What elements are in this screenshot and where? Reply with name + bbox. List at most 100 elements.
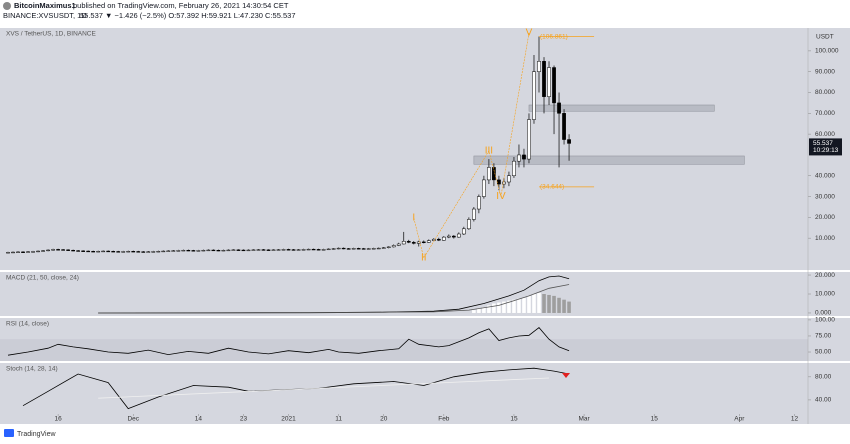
candle-body — [522, 154, 526, 160]
candle-body — [166, 250, 171, 252]
candle-body — [161, 250, 166, 253]
x-tick-label: 2021 — [281, 416, 296, 423]
candle-body — [81, 250, 86, 252]
candle-body — [336, 247, 341, 250]
indicator-line — [98, 284, 570, 314]
candle-body — [246, 249, 251, 252]
candle-body — [231, 249, 236, 251]
y-tick-label: 75.00 — [815, 333, 832, 340]
candle-body — [527, 119, 531, 160]
x-tick-label: 16 — [54, 416, 62, 423]
candle-body — [271, 249, 276, 251]
y-tick-label: 40.000 — [815, 172, 835, 179]
candle-body — [371, 248, 376, 250]
candle-body — [196, 250, 201, 252]
candle-body — [477, 196, 481, 210]
histogram-bar — [547, 294, 551, 313]
plot: 16 Dec 14 23 2021 11 20 Feb 15 Mar 15 Apr 12 10.000 20… — [0, 28, 850, 424]
panel-title: Stoch (14, 28, 14) — [6, 366, 58, 373]
wave-label: II — [421, 253, 427, 264]
axis-unit: USDT — [816, 34, 834, 41]
candle-body — [497, 179, 501, 185]
y-tick-label: 10.000 — [815, 291, 835, 298]
histogram-bar — [542, 294, 546, 313]
y-tick-label: 70.000 — [815, 110, 835, 117]
candle-body — [21, 251, 25, 253]
x-tick-label: 11 — [335, 416, 342, 423]
y-tick-label: 100.000 — [815, 48, 839, 55]
x-tick-label: 20 — [380, 416, 388, 423]
candle-body — [286, 249, 291, 251]
candle-body — [76, 250, 80, 252]
y-tick-label: 60.000 — [815, 131, 835, 138]
candle-body — [146, 251, 151, 253]
x-tick-label: 15 — [510, 416, 518, 423]
histogram-bar — [562, 299, 566, 313]
panel-title: RSI (14, close) — [6, 321, 49, 328]
candle-body — [311, 248, 316, 251]
zone — [528, 104, 715, 112]
candle-body — [537, 61, 541, 72]
y-tick-label: 20.000 — [815, 272, 835, 279]
candle-body — [86, 250, 91, 253]
candle-body — [91, 251, 96, 253]
candle-body — [66, 249, 70, 251]
candle-body — [457, 233, 461, 238]
histogram-bar — [537, 293, 541, 313]
candle-body — [431, 238, 436, 241]
x-tick-label: Feb — [438, 416, 450, 423]
candle-body — [156, 251, 161, 253]
wave-label: III — [485, 145, 493, 156]
candle-body — [517, 154, 521, 162]
wave-label: IV — [496, 191, 506, 202]
candle-body — [507, 175, 511, 183]
panel-background — [0, 272, 850, 316]
candle-body — [126, 251, 131, 253]
candle-body — [331, 248, 336, 250]
symbol: BINANCE:XVSUSDT, 1D — [3, 11, 87, 20]
candle-body — [101, 250, 106, 253]
histogram-bar — [482, 307, 486, 313]
candle-body — [216, 249, 221, 252]
candle-body — [512, 160, 516, 176]
candle-body — [206, 249, 211, 252]
candle-body — [492, 167, 496, 181]
candle-body — [532, 71, 536, 120]
logo — [4, 429, 14, 437]
candle-body — [406, 241, 411, 243]
target-label: (106.861) — [540, 33, 568, 40]
histogram-bar — [557, 297, 561, 313]
target-label: (34.644) — [540, 184, 564, 191]
candle-body — [251, 249, 256, 251]
histogram-bar — [487, 305, 491, 313]
wave-path — [413, 32, 530, 259]
candle-body — [141, 251, 146, 253]
y-tick-label: 30.000 — [815, 193, 835, 200]
wave-label: V — [526, 28, 533, 39]
candle-body — [351, 248, 356, 250]
histogram-bar — [507, 300, 511, 313]
histogram-bar — [492, 303, 496, 313]
y-tick-label: 90.000 — [815, 68, 835, 75]
candle-body — [241, 249, 246, 252]
candle-body — [301, 249, 306, 251]
y-tick-label: 80.00 — [815, 374, 832, 381]
author: BitcoinMaximus1 — [14, 1, 76, 10]
candle-body — [176, 250, 181, 252]
candle-body — [151, 251, 156, 253]
histogram-bar — [522, 297, 526, 313]
wave-label: I — [412, 213, 415, 224]
candle-body — [341, 247, 346, 250]
candle-body — [186, 249, 191, 252]
histogram-bar — [567, 301, 571, 313]
candle-body — [396, 243, 401, 246]
avatar — [3, 2, 11, 10]
candle-body — [131, 251, 136, 253]
x-tick-label: 15 — [651, 416, 659, 423]
candle-body — [462, 228, 466, 235]
candle-body — [472, 208, 476, 220]
y-tick-label: 50.00 — [815, 349, 832, 356]
candle-body — [236, 249, 241, 251]
candle-body — [552, 67, 556, 104]
